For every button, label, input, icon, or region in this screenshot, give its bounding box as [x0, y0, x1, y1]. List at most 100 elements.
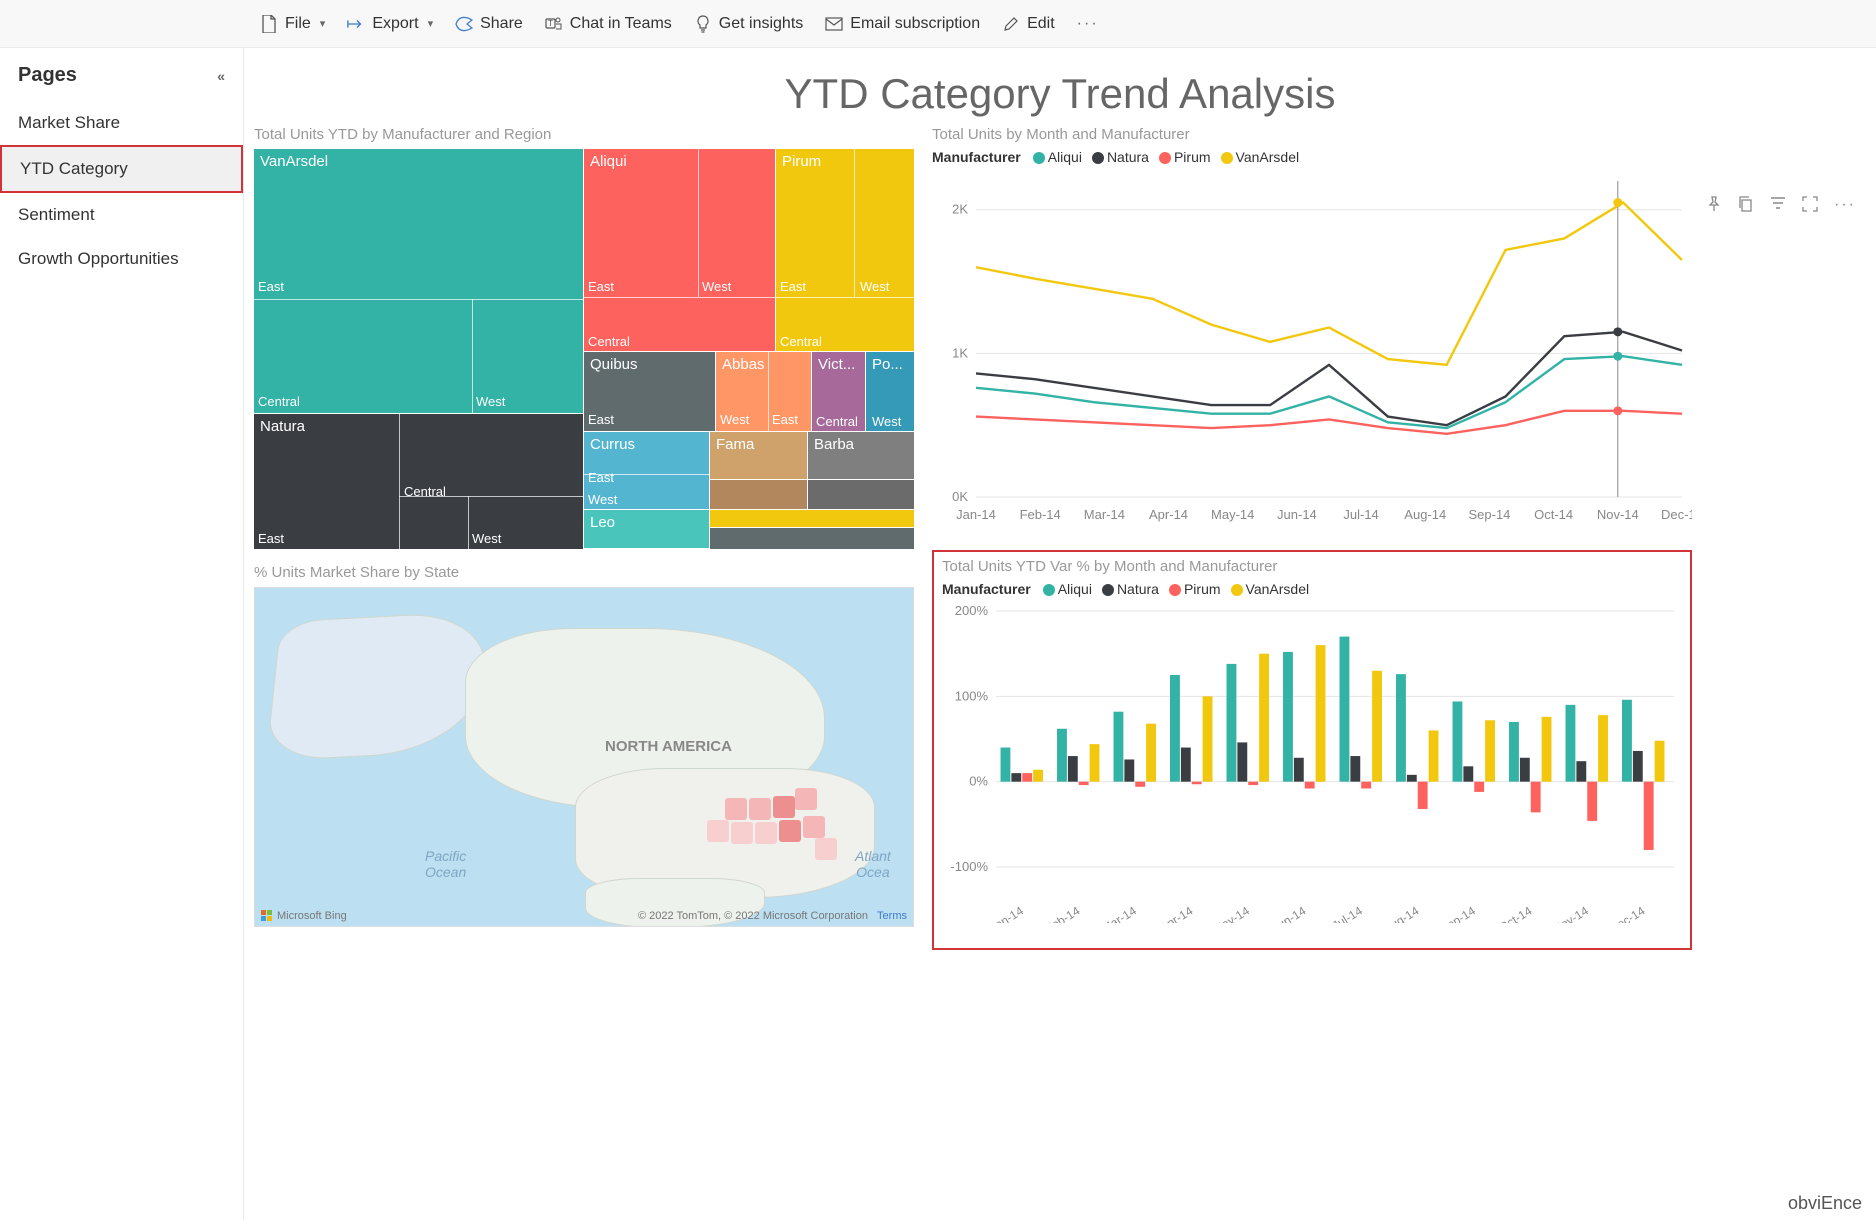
- copy-icon[interactable]: [1738, 196, 1754, 217]
- filter-icon[interactable]: [1770, 196, 1786, 217]
- svg-text:Sep-14: Sep-14: [1438, 904, 1479, 923]
- legend-item[interactable]: VanArsdel: [1221, 149, 1300, 165]
- svg-text:Oct-14: Oct-14: [1496, 904, 1534, 923]
- state-shape[interactable]: [815, 838, 837, 860]
- state-shape[interactable]: [749, 798, 771, 820]
- treemap-cell[interactable]: Barba: [808, 432, 914, 480]
- state-shape[interactable]: [773, 796, 795, 818]
- svg-text:Jun-14: Jun-14: [1270, 904, 1309, 923]
- svg-text:Sep-14: Sep-14: [1468, 507, 1510, 522]
- sidebar-item-sentiment[interactable]: Sentiment: [0, 193, 243, 237]
- treemap-cell[interactable]: AliquiEastWestCentral: [584, 149, 776, 352]
- teams-icon: T: [545, 15, 563, 33]
- export-icon: [347, 15, 365, 33]
- map-body: NORTH AMERICA Pacific OceanAtlant Ocea M…: [254, 587, 914, 927]
- treemap-cell[interactable]: [710, 480, 808, 510]
- treemap-cell[interactable]: [710, 528, 914, 549]
- share-button[interactable]: Share: [455, 15, 523, 33]
- treemap-cell[interactable]: QuibusEast: [584, 352, 716, 432]
- report-title: YTD Category Trend Analysis: [254, 70, 1866, 118]
- chevron-down-icon: ▾: [428, 17, 434, 30]
- svg-text:Mar-14: Mar-14: [1084, 507, 1125, 522]
- treemap-cell[interactable]: Po...West: [866, 352, 914, 432]
- treemap-cell[interactable]: AbbasWestEast: [716, 352, 812, 432]
- svg-text:Apr-14: Apr-14: [1149, 507, 1188, 522]
- sidebar-item-ytd-category[interactable]: YTD Category: [0, 145, 243, 193]
- legend-item[interactable]: Natura: [1092, 149, 1149, 165]
- state-shape[interactable]: [779, 820, 801, 842]
- insights-button[interactable]: Get insights: [694, 15, 803, 33]
- legend-item[interactable]: Natura: [1102, 581, 1159, 597]
- svg-text:Feb-14: Feb-14: [1020, 507, 1061, 522]
- chevron-down-icon: ▾: [320, 17, 326, 30]
- terms-link[interactable]: Terms: [877, 910, 907, 922]
- treemap-cell[interactable]: PirumEastWestCentral: [776, 149, 914, 352]
- legend-item[interactable]: Aliqui: [1043, 581, 1092, 597]
- treemap-cell[interactable]: [808, 480, 914, 510]
- insights-label: Get insights: [719, 15, 803, 33]
- treemap-cell[interactable]: [710, 510, 914, 528]
- edit-label: Edit: [1027, 15, 1055, 33]
- svg-text:May-14: May-14: [1211, 507, 1254, 522]
- bar-legend: Manufacturer AliquiNaturaPirumVanArsdel: [942, 581, 1682, 597]
- treemap-cell[interactable]: Fama: [710, 432, 808, 480]
- state-shape[interactable]: [731, 822, 753, 844]
- subscribe-button[interactable]: Email subscription: [825, 15, 980, 33]
- treemap-cell[interactable]: NaturaCentralEastWest: [254, 414, 584, 549]
- legend-item[interactable]: Aliqui: [1033, 149, 1082, 165]
- sidebar-item-market-share[interactable]: Market Share: [0, 101, 243, 145]
- collapse-pane-icon[interactable]: «: [217, 68, 225, 84]
- map-credits: © 2022 TomTom, © 2022 Microsoft Corporat…: [638, 910, 907, 922]
- svg-text:2K: 2K: [952, 202, 968, 217]
- file-icon: [260, 15, 278, 33]
- state-shape[interactable]: [707, 820, 729, 842]
- chat-teams-button[interactable]: T Chat in Teams: [545, 15, 672, 33]
- legend-item[interactable]: Pirum: [1169, 581, 1221, 597]
- export-label: Export: [372, 15, 418, 33]
- chat-label: Chat in Teams: [570, 15, 672, 33]
- legend-item[interactable]: VanArsdel: [1231, 581, 1310, 597]
- svg-text:Apr-14: Apr-14: [1157, 904, 1195, 923]
- pages-pane: Pages « Market ShareYTD CategorySentimen…: [0, 48, 244, 1220]
- map-visual[interactable]: % Units Market Share by State NORTH AMER…: [254, 564, 914, 934]
- edit-button[interactable]: Edit: [1002, 15, 1055, 33]
- svg-text:100%: 100%: [955, 688, 989, 703]
- sidebar-item-growth-opportunities[interactable]: Growth Opportunities: [0, 237, 243, 281]
- state-shape[interactable]: [803, 816, 825, 838]
- more-menu[interactable]: ···: [1077, 15, 1099, 33]
- pin-icon[interactable]: [1706, 196, 1722, 217]
- brand-label: obviEnce: [1788, 1193, 1862, 1214]
- treemap-cell[interactable]: Leo: [584, 510, 710, 548]
- bar-chart-visual[interactable]: Total Units YTD Var % by Month and Manuf…: [932, 550, 1692, 950]
- svg-text:Aug-14: Aug-14: [1381, 904, 1422, 923]
- line-legend: Manufacturer AliquiNaturaPirumVanArsdel: [932, 149, 1692, 165]
- mail-icon: [825, 15, 843, 33]
- land-mass: [266, 610, 491, 761]
- focus-icon[interactable]: [1802, 196, 1818, 217]
- legend-item[interactable]: Pirum: [1159, 149, 1211, 165]
- treemap-cell[interactable]: VanArsdelEastCentralWest: [254, 149, 584, 414]
- state-shape[interactable]: [755, 822, 777, 844]
- svg-text:Nov-14: Nov-14: [1597, 507, 1639, 522]
- treemap-visual[interactable]: Total Units YTD by Manufacturer and Regi…: [254, 126, 914, 546]
- line-chart-visual[interactable]: Total Units by Month and Manufacturer Ma…: [932, 126, 1692, 546]
- bulb-icon: [694, 15, 712, 33]
- treemap-cell[interactable]: Vict...Central: [812, 352, 866, 432]
- svg-text:0K: 0K: [952, 489, 968, 504]
- export-menu[interactable]: Export ▾: [347, 15, 433, 33]
- more-icon[interactable]: ···: [1834, 196, 1856, 217]
- line-chart-svg: 0K1K2KJan-14Feb-14Mar-14Apr-14May-14Jun-…: [932, 171, 1692, 531]
- pages-title: Pages: [18, 64, 77, 87]
- treemap-cell[interactable]: CurrusEastWest: [584, 432, 710, 510]
- state-shape[interactable]: [725, 798, 747, 820]
- pencil-icon: [1002, 15, 1020, 33]
- map-title: % Units Market Share by State: [254, 564, 914, 581]
- svg-text:Feb-14: Feb-14: [1043, 904, 1083, 923]
- state-shape[interactable]: [795, 788, 817, 810]
- svg-text:Jul-14: Jul-14: [1330, 904, 1365, 923]
- map-label: NORTH AMERICA: [605, 738, 732, 755]
- svg-text:May-14: May-14: [1210, 903, 1252, 923]
- ocean-label: Atlant Ocea: [855, 848, 891, 880]
- file-menu[interactable]: File ▾: [260, 15, 325, 33]
- svg-text:Jan-14: Jan-14: [987, 904, 1026, 923]
